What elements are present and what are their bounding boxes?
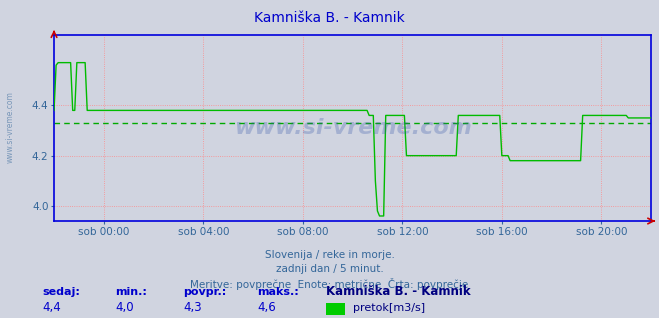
- Text: povpr.:: povpr.:: [183, 287, 227, 297]
- Text: 4,6: 4,6: [257, 301, 275, 314]
- Text: 4,4: 4,4: [43, 301, 61, 314]
- Text: Kamniška B. - Kamnik: Kamniška B. - Kamnik: [326, 285, 471, 298]
- Text: Meritve: povprečne  Enote: metrične  Črta: povprečje: Meritve: povprečne Enote: metrične Črta:…: [190, 278, 469, 290]
- Text: www.si-vreme.com: www.si-vreme.com: [234, 118, 471, 138]
- Text: 4,3: 4,3: [183, 301, 202, 314]
- Text: www.si-vreme.com: www.si-vreme.com: [5, 91, 14, 163]
- Text: sedaj:: sedaj:: [43, 287, 80, 297]
- Text: zadnji dan / 5 minut.: zadnji dan / 5 minut.: [275, 264, 384, 274]
- Text: Kamniška B. - Kamnik: Kamniška B. - Kamnik: [254, 11, 405, 25]
- Text: pretok[m3/s]: pretok[m3/s]: [353, 303, 424, 313]
- Text: 4,0: 4,0: [115, 301, 134, 314]
- Text: min.:: min.:: [115, 287, 147, 297]
- Text: Slovenija / reke in morje.: Slovenija / reke in morje.: [264, 250, 395, 259]
- Text: maks.:: maks.:: [257, 287, 299, 297]
